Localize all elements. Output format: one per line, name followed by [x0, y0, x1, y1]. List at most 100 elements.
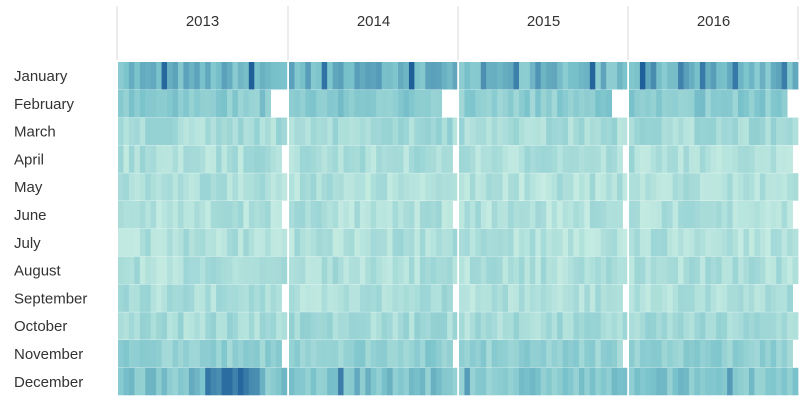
heatmap-cell — [568, 145, 574, 173]
heatmap-cell — [622, 228, 629, 257]
heatmap-cell — [584, 62, 591, 90]
heatmap-cell — [259, 117, 266, 146]
heatmap-cell — [210, 256, 217, 285]
heatmap-cell — [248, 201, 255, 229]
heatmap-cell — [403, 340, 410, 368]
month-label-may: May — [14, 179, 43, 196]
heatmap-cell — [150, 312, 157, 340]
heatmap-cell — [227, 284, 233, 312]
heatmap-cell — [721, 201, 728, 229]
heatmap-cell — [524, 117, 531, 146]
heatmap-cell — [216, 284, 222, 312]
heatmap-cell — [332, 89, 339, 118]
heatmap-cell — [376, 62, 383, 90]
heatmap-cell — [770, 312, 777, 340]
heatmap-cell — [359, 228, 366, 257]
heatmap-cell — [419, 340, 426, 368]
heatmap-cell — [381, 367, 388, 396]
heatmap-cell — [464, 62, 471, 90]
heatmap-cell — [172, 312, 179, 340]
heatmap-cell — [480, 367, 487, 396]
month-label-december: December — [14, 374, 83, 391]
heatmap-cell — [535, 173, 542, 201]
heatmap-cell — [727, 145, 733, 173]
heatmap-cell — [167, 284, 173, 312]
heatmap-cell — [629, 145, 635, 173]
heatmap-cell — [332, 367, 339, 396]
heatmap-cell — [573, 228, 580, 257]
heatmap-cell — [513, 173, 520, 201]
heatmap-cell — [678, 62, 684, 90]
heatmap-cell — [656, 117, 663, 146]
heatmap-cell — [123, 117, 130, 146]
heatmap-cell — [177, 145, 184, 173]
heatmap-cell — [721, 145, 728, 173]
heatmap-cell — [430, 367, 437, 396]
heatmap-cell — [441, 62, 448, 90]
heatmap-cell — [622, 367, 629, 396]
heatmap-cell — [343, 117, 350, 146]
heatmap-cell — [167, 256, 173, 285]
heatmap-cell — [727, 117, 733, 146]
heatmap-cell — [414, 201, 421, 229]
heatmap-cell — [661, 201, 668, 229]
heatmap-cell — [562, 367, 569, 396]
heatmap-cell — [294, 201, 301, 229]
heatmap-cell — [387, 145, 393, 173]
heatmap-cell — [294, 284, 301, 312]
heatmap-cell — [327, 312, 334, 340]
heatmap-cell — [557, 340, 563, 368]
heatmap-cell — [705, 367, 712, 396]
heatmap-cell — [188, 145, 195, 173]
heatmap-cell — [321, 312, 328, 340]
heatmap-cell — [508, 367, 514, 396]
heatmap-cell — [650, 284, 657, 312]
heatmap-cell — [441, 367, 448, 396]
heatmap-cell — [617, 228, 623, 257]
heatmap-cell — [398, 312, 404, 340]
heatmap-cell — [128, 145, 135, 173]
heatmap-cell — [759, 117, 766, 146]
heatmap-cell — [259, 256, 266, 285]
heatmap-cell — [150, 340, 157, 368]
heatmap-cell — [408, 145, 415, 173]
heatmap-cell — [436, 284, 443, 312]
heatmap-cell — [123, 62, 130, 90]
heatmap-cell — [210, 228, 217, 257]
heatmap-cell — [727, 256, 733, 285]
heatmap-cell — [436, 173, 443, 201]
heatmap-cell — [194, 201, 201, 229]
heatmap-cell — [145, 117, 152, 146]
heatmap-cell — [447, 228, 453, 257]
heatmap-cell — [259, 284, 266, 312]
heatmap-cell — [281, 256, 288, 285]
heatmap-cell — [327, 145, 334, 173]
heatmap-cell — [508, 256, 514, 285]
heatmap-cell — [128, 201, 135, 229]
heatmap-cell — [289, 228, 295, 257]
heatmap-cell — [716, 145, 723, 173]
heatmap-cell — [408, 62, 415, 90]
heatmap-cell — [661, 117, 668, 146]
heatmap-cell — [683, 89, 690, 118]
heatmap-cell — [210, 117, 217, 146]
heatmap-cell — [497, 62, 504, 90]
heatmap-cell — [508, 228, 514, 257]
heatmap-cell — [430, 145, 437, 173]
heatmap-cell — [156, 284, 163, 312]
heatmap-cell — [194, 117, 201, 146]
heatmap-cell — [688, 256, 695, 285]
heatmap-cell — [216, 340, 222, 368]
heatmap-cell — [464, 340, 471, 368]
heatmap-cell — [321, 62, 328, 90]
heatmap-cell — [469, 62, 476, 90]
heatmap-cell — [776, 201, 783, 229]
heatmap-cell — [491, 201, 498, 229]
heatmap-cell — [568, 117, 574, 146]
heatmap-cell — [205, 201, 212, 229]
heatmap-cell — [294, 62, 301, 90]
heatmap-cell — [518, 201, 525, 229]
heatmap-cell — [359, 117, 366, 146]
heatmap-cell — [524, 145, 531, 173]
heatmap-cell — [672, 89, 679, 118]
